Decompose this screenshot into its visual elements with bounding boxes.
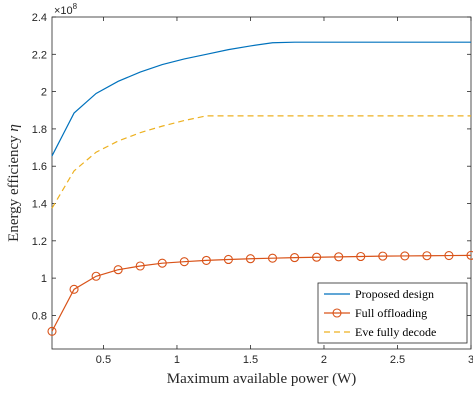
series-2-point	[378, 251, 388, 261]
series-layer	[47, 41, 473, 336]
series-2-point	[356, 251, 366, 262]
series-2-point	[312, 252, 322, 262]
series-2-point	[91, 271, 101, 281]
series-2-point	[179, 257, 189, 267]
y-tick-label: 1.6	[32, 161, 47, 173]
y-axis: 0.8 1 1.2 1.4 1.6 1.8 2 2.2 2.4	[32, 12, 471, 322]
y-axis-exponent: ×108	[54, 2, 78, 17]
y-tick-label: 1	[41, 273, 47, 285]
series-2-point	[400, 251, 410, 261]
series-2-point	[290, 253, 300, 263]
x-tick-label: 2.5	[390, 354, 405, 366]
x-tick-label: 3	[468, 354, 473, 366]
legend-entry-1: Proposed design	[355, 287, 434, 301]
series-2-point	[422, 251, 432, 261]
legend-marker-2	[332, 308, 342, 318]
series-2-point	[47, 326, 57, 336]
y-tick-label: 1.8	[32, 124, 47, 136]
series-2-point	[223, 254, 233, 265]
x-axis-label: Maximum available power (W)	[167, 371, 357, 387]
series-2-point	[334, 252, 344, 262]
series-2-point	[245, 254, 256, 264]
y-tick-label: 2.2	[32, 49, 47, 61]
x-tick-label: 0.5	[96, 354, 111, 366]
series-2-point	[113, 265, 123, 275]
x-tick-label: 1	[174, 354, 180, 366]
series-2-point	[69, 284, 79, 294]
y-tick-label: 0.8	[32, 310, 47, 322]
x-axis: 0.5 1 1.5 2 2.5 3	[96, 17, 473, 366]
y-tick-label: 2.4	[32, 12, 47, 24]
series-line-3	[51, 115, 471, 209]
series-line-1	[51, 41, 471, 157]
y-tick-label: 1.4	[32, 199, 47, 211]
x-tick-label: 2	[321, 354, 327, 366]
x-tick-label: 1.5	[243, 354, 258, 366]
series-2-point	[135, 261, 145, 271]
legend: Proposed design Full offloading Eve fully …	[317, 282, 468, 344]
y-tick-label: 1.2	[32, 236, 47, 248]
legend-entry-3: Eve fully decode	[355, 325, 436, 339]
y-axis-label: Energy efficiency η	[6, 124, 22, 242]
y-tick-label: 2	[41, 87, 47, 99]
series-2-point	[444, 251, 454, 261]
series-2-point	[267, 253, 278, 263]
series-2-point	[201, 255, 211, 265]
legend-entry-2: Full offloading	[355, 306, 427, 320]
series-2-point	[157, 258, 167, 268]
series-2-point	[466, 250, 473, 260]
